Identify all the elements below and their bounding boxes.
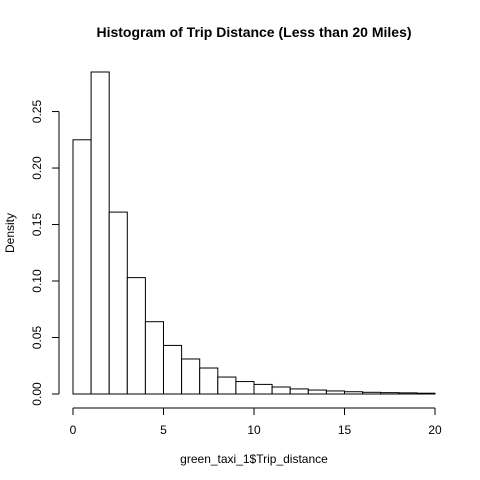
histogram-bar — [344, 391, 364, 395]
histogram-bar — [271, 386, 291, 395]
histogram-bars — [72, 71, 436, 395]
x-tick-label: 5 — [160, 423, 167, 437]
x-tick-label: 0 — [70, 423, 77, 437]
histogram-bar — [90, 71, 110, 395]
histogram-bar — [325, 390, 345, 395]
histogram-bar — [72, 139, 92, 395]
histogram-bar — [217, 376, 237, 395]
y-tick-label: 0.25 — [30, 100, 44, 124]
y-axis: 0.00 0.05 0.10 0.15 0.20 0.25 — [30, 100, 60, 406]
histogram-bar — [199, 367, 219, 395]
y-tick-label: 0.20 — [30, 156, 44, 180]
histogram-bar — [181, 358, 201, 395]
x-axis-label: green_taxi_1$Trip_distance — [180, 452, 328, 466]
chart-title: Histogram of Trip Distance (Less than 20… — [96, 24, 411, 40]
y-tick-label: 0.15 — [30, 213, 44, 237]
y-axis-label: Density — [3, 213, 17, 253]
histogram-bar — [235, 381, 255, 395]
histogram-bar — [144, 321, 164, 395]
y-tick-label: 0.00 — [30, 382, 44, 406]
histogram-bar — [307, 389, 327, 395]
x-tick-label: 15 — [338, 423, 352, 437]
x-axis: 0 5 10 15 20 — [70, 407, 442, 437]
histogram-bar — [108, 211, 128, 395]
x-tick-label: 10 — [247, 423, 261, 437]
y-tick-label: 0.10 — [30, 269, 44, 293]
y-tick-label: 0.05 — [30, 326, 44, 350]
histogram-bar — [398, 392, 418, 395]
histogram-bar — [163, 344, 183, 395]
histogram-bar — [362, 391, 382, 395]
x-tick-label: 20 — [428, 423, 442, 437]
histogram-bar — [126, 277, 146, 395]
histogram-bar — [380, 392, 400, 395]
histogram-bar — [289, 388, 309, 395]
histogram-bar — [253, 383, 273, 395]
histogram-bar — [416, 392, 436, 395]
